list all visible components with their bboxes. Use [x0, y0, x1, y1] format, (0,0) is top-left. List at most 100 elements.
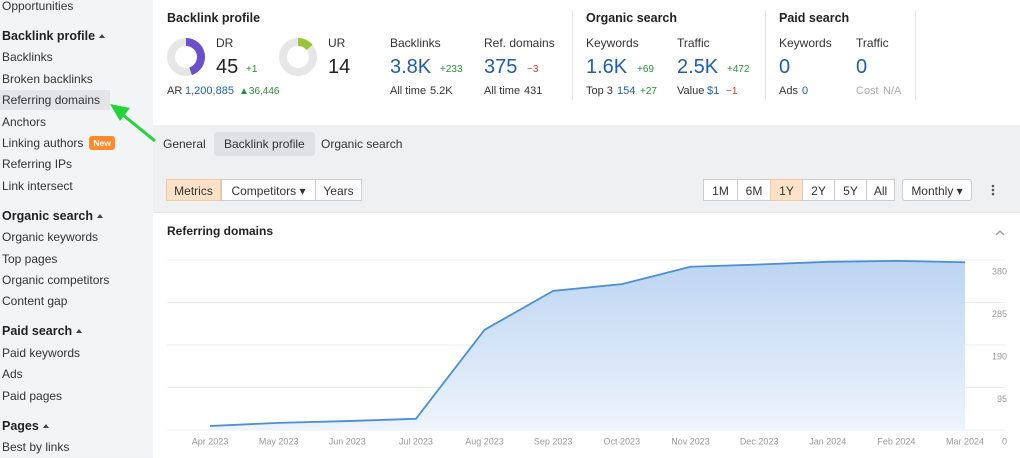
metric-sub-value: N/A — [883, 85, 902, 97]
metric-sub-value: 431 — [524, 85, 543, 97]
metric-label: AR — [167, 85, 183, 97]
metrics-panel — [153, 0, 1020, 125]
metric-sub-value: 5.2K — [430, 85, 453, 97]
metric-label: DR — [216, 36, 234, 50]
metric-label: Keywords — [779, 36, 832, 50]
metric-sub-value: 154 — [617, 85, 636, 97]
area-fill — [210, 260, 965, 430]
x-tick-label: Jan 2024 — [809, 436, 846, 446]
line — [209, 259, 966, 427]
tab[interactable]: General — [163, 137, 206, 151]
dr-donut — [167, 38, 205, 76]
nav-section[interactable]: Paid search — [2, 324, 82, 338]
nav-item[interactable]: Top pages — [2, 251, 58, 266]
view-button[interactable]: Metrics — [166, 179, 221, 201]
period-button[interactable]: All — [866, 179, 895, 201]
annotation-arrowhead — [110, 104, 130, 121]
x-tick-label: Aug 2023 — [465, 436, 504, 446]
menu-dot — [991, 192, 995, 196]
metric-label: Backlinks — [390, 36, 441, 50]
tab[interactable]: Organic search — [321, 137, 403, 151]
x-tick-label: Jun 2023 — [329, 436, 366, 446]
metric-value: 45 — [216, 56, 239, 78]
nav-section[interactable]: Pages — [2, 419, 49, 433]
view-button[interactable]: Competitors ▾ — [221, 179, 316, 201]
metric-label: Keywords — [586, 36, 639, 50]
metric-label: Ref. domains — [484, 36, 555, 50]
metric-sub-label: Cost — [856, 85, 879, 97]
nav-item[interactable]: Content gap — [2, 294, 68, 309]
divider — [915, 10, 916, 100]
y-tick-label: 285 — [992, 309, 1007, 319]
nav-item[interactable]: Backlinks — [2, 50, 53, 65]
nav-item[interactable]: Paid pages — [2, 388, 63, 403]
metric-change: −3 — [527, 64, 539, 75]
y-tick-label: 0 — [1002, 436, 1007, 446]
sidebar: Opportunities Backlink profile Backlinks Br… — [0, 0, 153, 457]
metric-change: +233 — [440, 64, 463, 75]
badge: New — [89, 136, 115, 150]
nav-item[interactable]: Anchors — [2, 114, 47, 129]
metric-sub-change: +27 — [640, 86, 657, 97]
divider — [765, 10, 766, 100]
metric-change: +69 — [637, 64, 654, 75]
period-button[interactable]: 1M — [703, 179, 738, 201]
metric-value: 375 — [484, 56, 518, 78]
x-tick-label: Mar 2024 — [946, 436, 984, 446]
x-tick-label: Feb 2024 — [877, 436, 915, 446]
metric-sub-label: Ads — [779, 85, 798, 97]
metric-value: 0 — [856, 56, 868, 78]
menu-dot — [991, 188, 995, 192]
metric-value: 14 — [328, 56, 351, 78]
metric-value: 0 — [779, 56, 791, 78]
x-tick-label: Sep 2023 — [534, 436, 573, 446]
metric-sub-change: −1 — [726, 86, 738, 97]
nav-item[interactable]: Best by links — [2, 440, 70, 454]
collapse-icon[interactable] — [995, 230, 1005, 236]
interval-select[interactable]: Monthly ▾ — [902, 179, 972, 201]
y-tick-label: 190 — [992, 351, 1007, 361]
nav-item[interactable]: Link intersect — [2, 178, 73, 193]
section-title: Backlink profile — [167, 11, 261, 25]
nav-item[interactable]: Broken backlinks — [2, 71, 93, 86]
donut-arc — [185, 38, 205, 76]
nav-section[interactable]: Backlink profile — [2, 29, 105, 43]
metric-sub-label: All time — [484, 85, 521, 97]
period-button[interactable]: 5Y — [834, 179, 867, 201]
x-tick-label: Jul 2023 — [399, 436, 433, 446]
y-tick-label: 95 — [997, 394, 1007, 404]
metric-sub-value: 0 — [802, 85, 809, 97]
period-button[interactable]: 6M — [737, 179, 771, 201]
metric-value: 2.5K — [677, 56, 719, 78]
section-title: Organic search — [586, 11, 678, 25]
metric-change: ▲36,446 — [239, 86, 280, 97]
metric-label: Traffic — [677, 36, 710, 50]
metric-value: 3.8K — [390, 56, 432, 78]
metric-value: 1.6K — [586, 56, 628, 78]
y-tick-label: 380 — [992, 266, 1007, 276]
metric-change: +1 — [246, 64, 258, 75]
metric-sub-label: All time — [390, 85, 427, 97]
tab[interactable]: Backlink profile — [214, 132, 315, 156]
nav-item[interactable]: Organic competitors — [2, 273, 110, 287]
view-button[interactable]: Years — [315, 179, 362, 201]
nav-item[interactable]: Linking authors New — [2, 136, 115, 150]
x-tick-label: Oct 2023 — [604, 436, 641, 446]
nav-item[interactable]: Referring domains — [0, 90, 111, 111]
nav-item[interactable]: Opportunities — [2, 0, 74, 13]
nav-item[interactable]: Paid keywords — [2, 345, 81, 360]
metric-sub-value: $1 — [707, 85, 720, 97]
metric-label: UR — [328, 36, 346, 50]
x-tick-label: May 2023 — [259, 436, 299, 446]
section-title: Paid search — [779, 11, 850, 25]
nav-section[interactable]: Organic search — [2, 209, 103, 223]
nav-item[interactable]: Referring IPs — [2, 157, 73, 172]
annotation-arrow — [122, 113, 156, 143]
nav-item[interactable]: Ads — [2, 367, 23, 382]
nav-item[interactable]: Organic keywords — [2, 230, 99, 245]
metric-sub-label: Value — [677, 85, 705, 97]
chart-title: Referring domains — [167, 224, 273, 238]
x-tick-label: Nov 2023 — [671, 436, 710, 446]
